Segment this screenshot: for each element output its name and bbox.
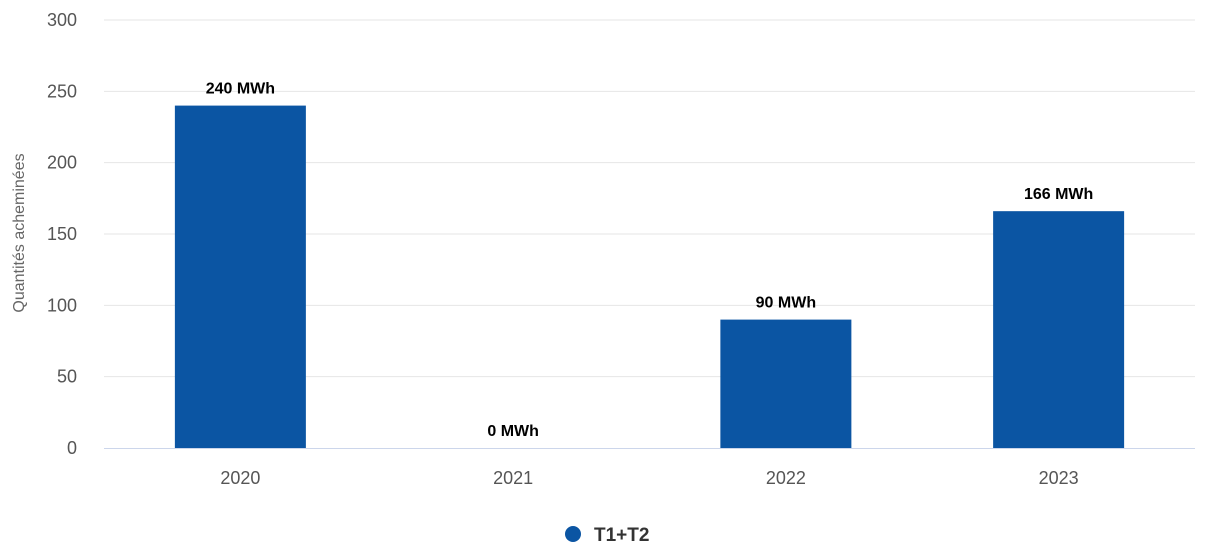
x-tick-label-2023: 2023 xyxy=(1039,468,1079,488)
legend[interactable]: T1+T2 xyxy=(565,525,649,543)
data-label-2022: 90 MWh xyxy=(756,295,816,312)
x-tick-label-2022: 2022 xyxy=(766,468,806,488)
x-axis-ticks: 2020 2021 2022 2023 xyxy=(220,468,1078,488)
y-tick-label: 50 xyxy=(57,367,77,387)
bar-2023[interactable] xyxy=(993,211,1125,448)
y-tick-label: 150 xyxy=(47,224,77,244)
y-tick-label: 100 xyxy=(47,295,77,315)
data-label-2020: 240 MWh xyxy=(206,81,275,98)
y-tick-label: 300 xyxy=(47,10,77,30)
data-label-2021: 0 MWh xyxy=(487,423,539,440)
data-labels: 240 MWh 0 MWh 90 MWh 166 MWh xyxy=(206,81,1094,440)
legend-label: T1+T2 xyxy=(594,525,649,543)
bar-2020[interactable] xyxy=(174,105,306,448)
y-tick-label: 200 xyxy=(47,153,77,173)
y-axis-title: Quantités acheminées xyxy=(11,153,28,312)
y-tick-label: 0 xyxy=(67,438,77,458)
x-tick-label-2021: 2021 xyxy=(493,468,533,488)
data-label-2023: 166 MWh xyxy=(1024,186,1093,203)
bars xyxy=(174,105,1125,448)
y-tick-label: 250 xyxy=(47,81,77,101)
y-axis-ticks: 0 50 100 150 200 250 300 xyxy=(47,10,77,458)
legend-marker xyxy=(565,526,581,542)
bar-2022[interactable] xyxy=(720,319,852,448)
x-tick-label-2020: 2020 xyxy=(220,468,260,488)
